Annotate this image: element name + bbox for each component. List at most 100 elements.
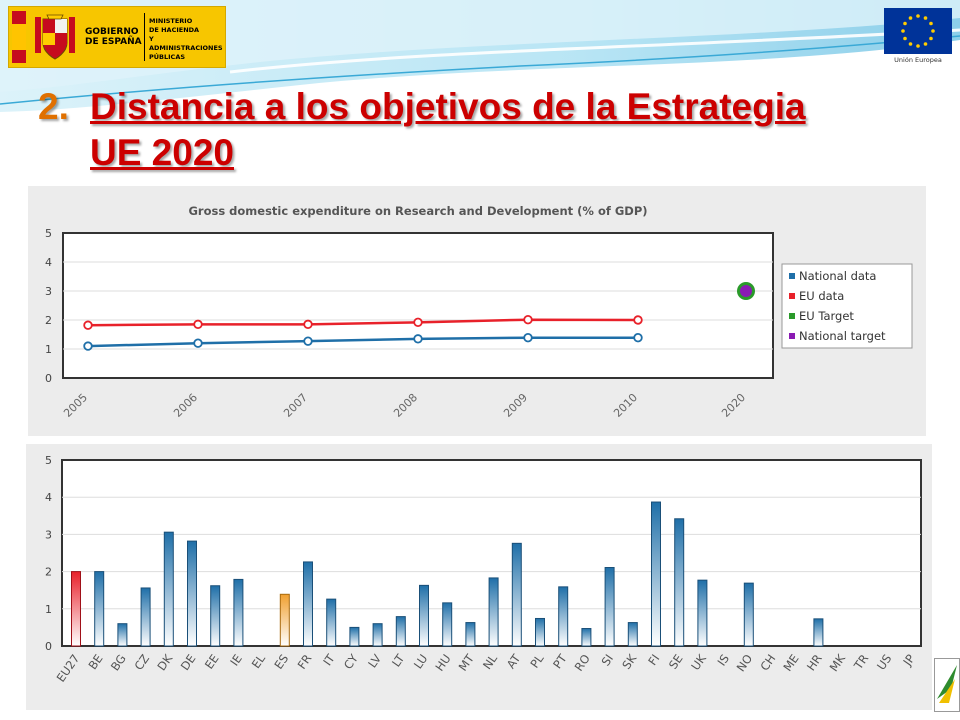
legend: National data EU data EU Target National ta… [781, 263, 913, 349]
rd-by-country-bar-chart: 0 1 2 3 4 5 EU27 BE BG CZ DK DE EE IE EL ES FR IT CY LV LT LU… [26, 444, 932, 710]
x-tick-label: LT [389, 651, 408, 670]
data-point [523, 315, 533, 325]
bar-se [674, 518, 685, 647]
x-tick-label: SI [598, 652, 616, 669]
x-tick-label: EE [202, 652, 222, 672]
slide-number: 2. [38, 86, 69, 127]
coat-of-arms-icon [35, 14, 75, 60]
bar-ee [210, 585, 221, 647]
x-tick-label: SE [666, 652, 686, 672]
bar-pl [535, 617, 545, 647]
x-tick-label: PT [550, 651, 570, 671]
corner-logo [934, 658, 960, 712]
legend-swatch [789, 313, 795, 319]
bar-bg [117, 623, 128, 647]
bar-hr [813, 618, 824, 647]
x-tick-label: CH [757, 652, 778, 674]
bar-dk [163, 531, 174, 647]
y-tick-label: 3 [45, 528, 52, 541]
bar-nl [488, 577, 499, 647]
x-tick-label: IS [714, 652, 732, 669]
bar-no [743, 582, 754, 647]
bar-lt [395, 616, 406, 647]
bar-de [187, 540, 197, 647]
data-point [83, 341, 93, 351]
y-tick-label: 5 [45, 454, 52, 467]
bar-es [279, 593, 290, 647]
bar-be [94, 571, 105, 647]
y-tick-label: 0 [45, 372, 52, 385]
series-line-national [87, 336, 638, 348]
x-tick-label: CZ [131, 652, 152, 673]
legend-swatch [789, 293, 795, 299]
bar-ie [233, 578, 244, 647]
bar-uk [697, 579, 708, 647]
x-tick-label: NL [480, 651, 500, 672]
data-point [633, 332, 643, 343]
x-tick-label: HR [804, 652, 825, 674]
eu-caption: Unión Europea [894, 56, 942, 64]
rd-expenditure-line-chart: Gross domestic expenditure on Research a… [28, 186, 926, 436]
x-tick-label: NO [734, 652, 756, 674]
x-tick-label: PL [527, 651, 546, 670]
bar-fr [303, 561, 313, 647]
legend-swatch [789, 333, 795, 339]
y-tick-label: 4 [45, 491, 52, 504]
spain-flag [12, 11, 26, 63]
y-tick-label: 2 [45, 566, 52, 579]
x-tick-label: 2010 [611, 391, 640, 420]
data-point [193, 338, 203, 348]
x-tick-label: ME [780, 652, 801, 674]
legend-label: National target [799, 329, 886, 343]
y-tick-label: 0 [45, 640, 52, 653]
bar-ro [581, 628, 592, 647]
x-tick-label: BG [108, 652, 129, 674]
y-tick-label: 1 [45, 343, 52, 356]
x-tick-label: 2006 [171, 391, 200, 420]
x-tick-label: IE [227, 652, 245, 669]
x-tick-label: BE [85, 652, 105, 672]
bar-cy [349, 626, 360, 647]
header-swoosh [0, 0, 960, 112]
legend-label: EU Target [799, 309, 854, 323]
x-tick-label: EL [249, 651, 269, 671]
data-point [303, 319, 313, 330]
bar-eu27 [71, 571, 81, 647]
data-point [83, 320, 93, 330]
x-tick-label: 2007 [281, 391, 310, 420]
data-point [633, 315, 643, 325]
x-tick-label: LU [411, 652, 431, 672]
data-point [303, 336, 313, 346]
x-tick-label: 2008 [391, 391, 420, 420]
bar-pt [558, 586, 569, 647]
x-tick-label: DK [154, 651, 175, 673]
gobierno-text: GOBIERNO DE ESPAÑA [85, 27, 142, 47]
x-tick-label: TR [851, 652, 872, 673]
x-tick-label: MT [456, 651, 478, 674]
x-tick-label: FI [645, 652, 662, 668]
slide-title-text: Distancia a los objetivos de la Estrateg… [90, 86, 806, 173]
data-point [193, 319, 203, 330]
x-tick-label: AT [504, 651, 524, 671]
y-tick-label: 3 [45, 285, 52, 298]
data-point [413, 334, 423, 344]
ministry-text: MINISTERIO DE HACIENDA Y ADMINISTRACIONE… [149, 17, 223, 61]
x-tick-label: HU [432, 652, 453, 674]
y-tick-label: 4 [45, 256, 52, 269]
data-point [413, 317, 423, 328]
bar-at [511, 542, 522, 647]
legend-label: National data [799, 269, 876, 283]
x-tick-label: RO [572, 652, 593, 674]
x-tick-label: FR [295, 652, 315, 672]
bar-lv [372, 623, 383, 647]
x-tick-label: EU27 [54, 652, 83, 685]
bar-it [326, 598, 337, 647]
x-tick-label: JP [900, 652, 918, 669]
eu-flag-icon [884, 8, 952, 54]
x-tick-label: 2005 [61, 391, 90, 420]
x-tick-label: MK [827, 651, 849, 674]
x-tick-label: US [874, 652, 894, 673]
bar-si [604, 567, 615, 647]
chart-title: Gross domestic expenditure on Research a… [188, 204, 647, 218]
x-tick-label: 2009 [501, 391, 530, 420]
